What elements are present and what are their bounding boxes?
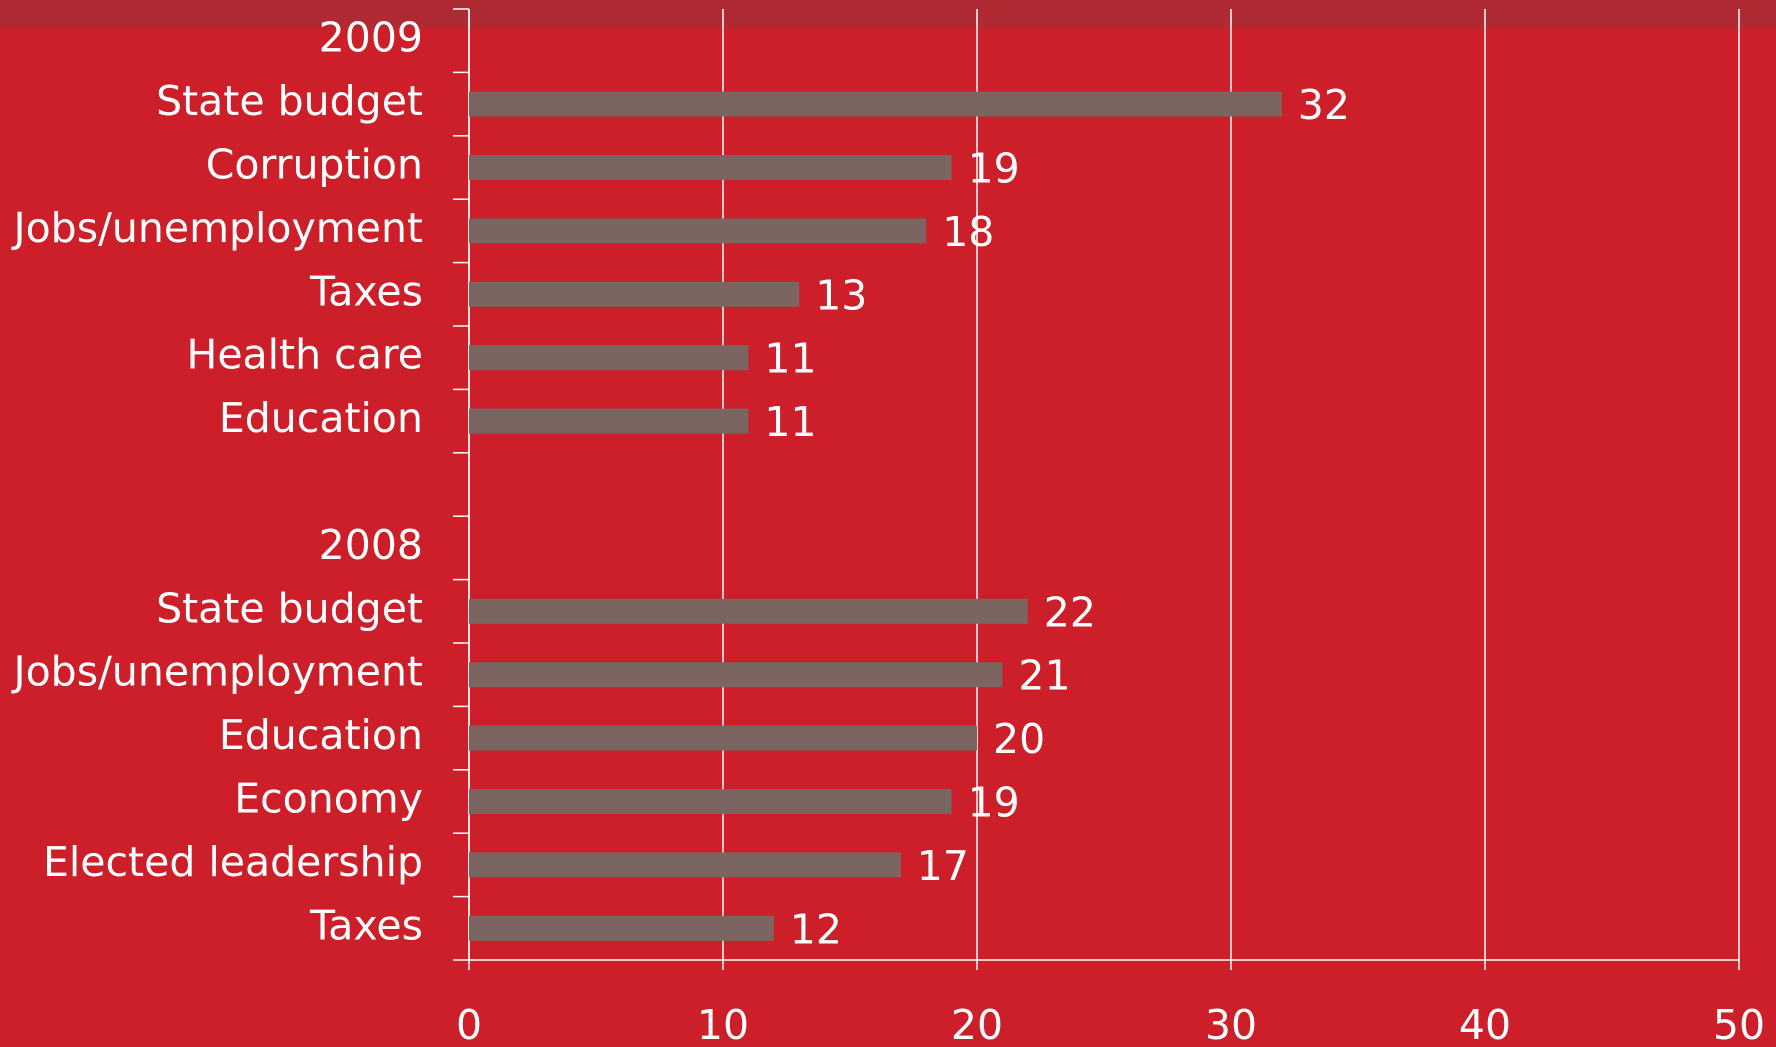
x-tick-label: 40 — [1459, 1001, 1511, 1047]
bar — [469, 598, 1028, 624]
x-tick-label: 50 — [1713, 1001, 1765, 1047]
y-tick-label: Corruption — [206, 141, 423, 189]
data-label: 13 — [815, 271, 867, 319]
bar — [469, 155, 952, 180]
data-label: 22 — [1044, 588, 1096, 636]
x-tick-label: 0 — [456, 1001, 482, 1047]
data-label: 11 — [764, 335, 816, 383]
data-label: 20 — [993, 715, 1045, 763]
y-tick-label: State budget — [156, 77, 423, 125]
bar — [469, 662, 1003, 688]
bar — [469, 91, 1282, 117]
x-tick-label: 10 — [697, 1001, 749, 1047]
data-label: 12 — [790, 905, 842, 953]
y-tick-label: Jobs/unemployment — [11, 204, 424, 252]
data-label: 32 — [1298, 81, 1350, 129]
y-tick-label: Jobs/unemployment — [11, 648, 424, 696]
data-label: 19 — [968, 145, 1020, 193]
y-tick-label: Education — [219, 711, 423, 759]
bar — [469, 789, 952, 814]
x-tick-label: 20 — [951, 1001, 1003, 1047]
data-label: 11 — [764, 398, 816, 446]
top-band — [0, 0, 1776, 28]
y-tick-label: Education — [219, 394, 423, 442]
data-label: 18 — [942, 208, 994, 256]
bar — [469, 915, 774, 941]
data-label: 17 — [917, 842, 969, 890]
y-tick-label: Economy — [234, 775, 423, 823]
data-label: 21 — [1018, 652, 1070, 700]
y-tick-label: Taxes — [309, 267, 423, 315]
bar — [469, 852, 901, 878]
x-tick-label: 30 — [1205, 1001, 1257, 1047]
bar — [469, 218, 927, 244]
y-tick-label: 2009 — [319, 14, 423, 62]
bar — [469, 281, 800, 307]
y-tick-label: Elected leadership — [43, 838, 423, 886]
data-label: 19 — [968, 779, 1020, 827]
bar — [469, 408, 749, 434]
y-tick-label: Health care — [186, 331, 423, 379]
y-tick-label: Taxes — [309, 901, 423, 949]
bar — [469, 725, 977, 751]
y-tick-label: State budget — [156, 584, 423, 632]
y-tick-label: 2008 — [319, 521, 423, 569]
bar — [469, 345, 749, 371]
